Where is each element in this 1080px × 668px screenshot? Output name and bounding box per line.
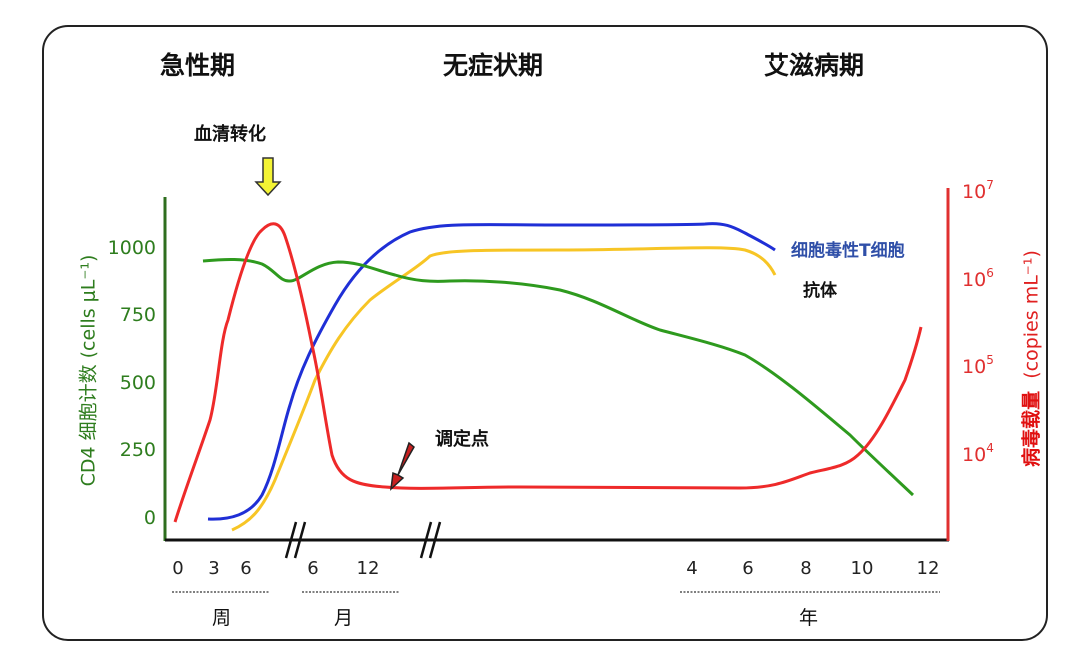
cd4-curve [202, 257, 915, 497]
antibody-curve [231, 246, 777, 532]
chart-frame [42, 25, 1048, 641]
x-tick-m6: 6 [307, 558, 319, 579]
right-tick-exp: 5 [986, 353, 994, 367]
right-tick-base: 10 [962, 269, 987, 291]
x-tick-y10: 10 [850, 558, 874, 579]
right-tick-1e5: 105 [962, 353, 994, 378]
set-point-label: 调定点 [435, 429, 489, 450]
x-tick-y12: 12 [916, 558, 940, 579]
axis-break-1 [284, 521, 307, 559]
seroconversion-arrow-icon [254, 157, 282, 197]
axis-break-2 [419, 521, 442, 559]
x-unit-weeks: 周 [212, 607, 232, 629]
left-tick-1000: 1000 [107, 237, 156, 259]
x-tick-y6: 6 [742, 558, 754, 579]
x-tick-w6: 6 [240, 558, 252, 579]
ctl-curve [207, 222, 776, 521]
x-unit-months: 月 [334, 607, 354, 629]
right-tick-exp: 6 [986, 266, 994, 280]
viral-load-curve [173, 222, 923, 523]
right-tick-exp: 4 [986, 441, 994, 455]
legend-antibody: 抗体 [803, 281, 837, 301]
left-tick-750: 750 [119, 304, 156, 326]
right-tick-1e7: 107 [962, 178, 994, 203]
right-tick-base: 10 [962, 181, 987, 203]
x-unit-years: 年 [799, 607, 819, 629]
left-tick-0: 0 [143, 507, 156, 529]
x-tick-w3: 3 [208, 558, 220, 579]
x-tick-y4: 4 [686, 558, 698, 579]
x-tick-m12: 12 [356, 558, 380, 579]
right-tick-1e6: 106 [962, 266, 994, 291]
set-point-arrow-icon [390, 441, 415, 491]
left-tick-500: 500 [119, 372, 156, 394]
left-tick-250: 250 [119, 439, 156, 461]
x-tick-w0: 0 [172, 558, 184, 579]
legend-ctl: 细胞毒性T细胞 [791, 241, 905, 261]
right-tick-1e4: 104 [962, 441, 994, 466]
right-tick-base: 10 [962, 356, 987, 378]
right-tick-base: 10 [962, 444, 987, 466]
phase-acute: 急性期 [160, 51, 236, 80]
seroconversion-label: 血清转化 [194, 124, 266, 145]
phase-asymptomatic: 无症状期 [443, 51, 544, 80]
right-tick-exp: 7 [986, 178, 994, 192]
phase-aids: 艾滋病期 [764, 51, 865, 80]
x-tick-y8: 8 [800, 558, 812, 579]
